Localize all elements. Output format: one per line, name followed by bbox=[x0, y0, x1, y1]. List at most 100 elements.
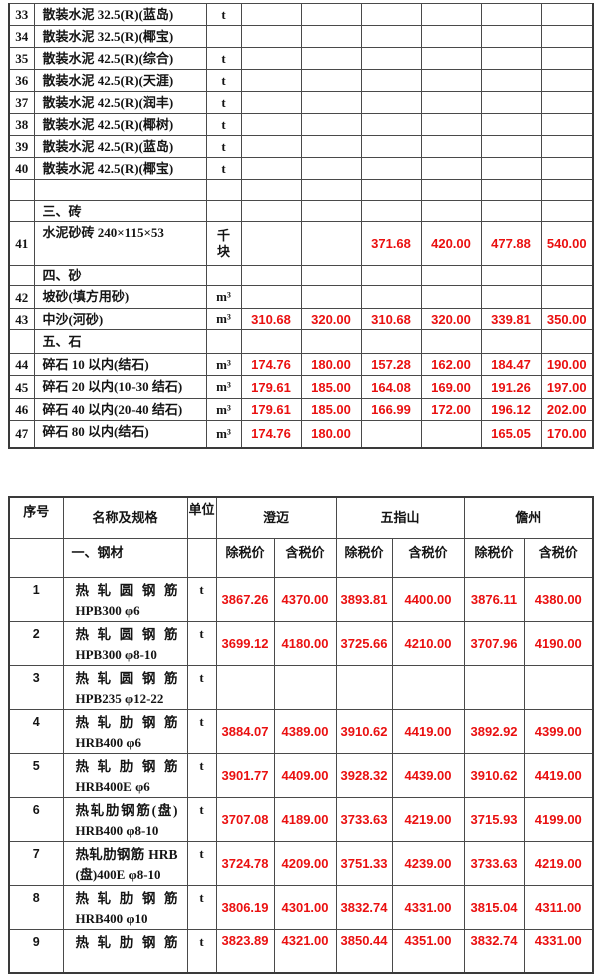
price-cell bbox=[420, 135, 482, 158]
table-row: 33 散装水泥 32.5(R)(蓝岛) t bbox=[8, 3, 594, 26]
price-cell: 4190.00 bbox=[523, 620, 594, 666]
table-row: 5 热轧肋钢筋 HRB400E φ6 t 3901.77 4409.00 3928.32 44… bbox=[8, 752, 594, 798]
price-cell: 179.61 bbox=[240, 375, 302, 399]
price-cell: 157.28 bbox=[360, 353, 422, 376]
header-price-inctax: 含税价 bbox=[391, 537, 465, 578]
table-row: 35 散装水泥 42.5(R)(综合) t bbox=[8, 47, 594, 70]
item-name-cell: 热轧肋钢筋 HRB (盘)400E φ8-10 bbox=[62, 840, 188, 886]
empty-cell bbox=[33, 179, 207, 201]
item-spec-line2: HRB400 φ10 bbox=[75, 910, 148, 926]
price-cell: 4311.00 bbox=[523, 884, 594, 930]
price-cell bbox=[300, 69, 362, 92]
item-name-line1: 热轧圆钢筋 bbox=[75, 582, 178, 598]
price-cell: 477.88 bbox=[480, 221, 542, 266]
price-cell: 4331.00 bbox=[523, 928, 594, 974]
price-cell bbox=[420, 285, 482, 309]
price-cell: 4399.00 bbox=[523, 708, 594, 754]
empty-cell bbox=[8, 179, 35, 201]
unit-cell: t bbox=[186, 576, 217, 622]
table-row: 45 碎石 20 以内(10-30 结石) m³ 179.61 185.00 164.08… bbox=[8, 375, 594, 399]
empty-cell bbox=[420, 200, 482, 222]
price-cell bbox=[540, 113, 594, 136]
item-name-cell: 热轧肋钢筋 HRB400 φ10 bbox=[62, 884, 188, 930]
price-cell bbox=[360, 135, 422, 158]
price-cell bbox=[420, 3, 482, 26]
empty-cell bbox=[480, 265, 542, 286]
price-cell bbox=[540, 285, 594, 309]
item-name-cell: 散装水泥 32.5(R)(蓝岛) bbox=[33, 3, 207, 26]
price-cell bbox=[240, 135, 302, 158]
unit-cell: t bbox=[186, 664, 217, 710]
table-row: 2 热轧圆钢筋 HPB300 φ8-10 t 3699.12 4180.00 3725.66… bbox=[8, 620, 594, 666]
price-cell: 162.00 bbox=[420, 353, 482, 376]
price-cell bbox=[480, 47, 542, 70]
price-cell: 4439.00 bbox=[391, 752, 465, 798]
table-row: 41 水泥砂砖 240×115×53 千块 371.68 420.00 477.88 540… bbox=[8, 221, 594, 266]
price-cell bbox=[240, 47, 302, 70]
serial-cell: 3 bbox=[8, 664, 64, 710]
unit-cell: t bbox=[205, 113, 242, 136]
price-cell: 3832.74 bbox=[335, 884, 393, 930]
serial-cell: 1 bbox=[8, 576, 64, 622]
price-cell bbox=[300, 285, 362, 309]
price-cell bbox=[360, 91, 422, 114]
table-row: 4 热轧肋钢筋 HRB400 φ6 t 3884.07 4389.00 3910.62 441… bbox=[8, 708, 594, 754]
section-title: 五、石 bbox=[33, 329, 207, 354]
item-name-cell: 碎石 10 以内(结石) bbox=[33, 353, 207, 376]
header-unit: 单位 bbox=[186, 496, 217, 539]
item-name-cell: 散装水泥 42.5(R)(蓝岛) bbox=[33, 135, 207, 158]
price-cell: 310.68 bbox=[360, 308, 422, 330]
empty-cell bbox=[540, 179, 594, 201]
price-cell: 4370.00 bbox=[273, 576, 337, 622]
item-name-cell: 散装水泥 42.5(R)(天涯) bbox=[33, 69, 207, 92]
empty-cell bbox=[205, 265, 242, 286]
serial-cell: 41 bbox=[8, 221, 35, 266]
price-cell: 3910.62 bbox=[463, 752, 525, 798]
price-cell bbox=[240, 25, 302, 48]
price-cell: 4409.00 bbox=[273, 752, 337, 798]
item-name-cell: 热轧圆钢筋 HPB300 φ6 bbox=[62, 576, 188, 622]
price-cell: 3733.63 bbox=[463, 840, 525, 886]
unit-cell bbox=[205, 25, 242, 48]
price-cell: 3724.78 bbox=[215, 840, 275, 886]
unit-cell: m³ bbox=[205, 375, 242, 399]
price-cell bbox=[540, 69, 594, 92]
price-cell: 190.00 bbox=[540, 353, 594, 376]
serial-cell: 36 bbox=[8, 69, 35, 92]
price-cell: 3707.08 bbox=[215, 796, 275, 842]
item-name-cell: 碎石 20 以内(10-30 结石) bbox=[33, 375, 207, 399]
table-row: 39 散装水泥 42.5(R)(蓝岛) t bbox=[8, 135, 594, 158]
price-cell bbox=[420, 91, 482, 114]
unit-cell: t bbox=[205, 47, 242, 70]
empty-cell bbox=[420, 179, 482, 201]
price-cell: 3733.63 bbox=[335, 796, 393, 842]
serial-cell: 46 bbox=[8, 398, 35, 421]
item-name-cell: 中沙(河砂) bbox=[33, 308, 207, 330]
empty-cell bbox=[360, 200, 422, 222]
tax-subheader-row: 一、钢材 除税价 含税价 除税价 含税价 除税价 含税价 bbox=[8, 537, 594, 578]
price-cell bbox=[240, 157, 302, 180]
price-cell: 3892.92 bbox=[463, 708, 525, 754]
item-name-cell: 热轧肋钢筋 bbox=[62, 928, 188, 974]
price-cell bbox=[523, 664, 594, 710]
section-steel: 一、钢材 bbox=[62, 537, 188, 578]
price-cell bbox=[540, 91, 594, 114]
item-spec-line2: HRB400 φ6 bbox=[75, 734, 142, 750]
table-row: 8 热轧肋钢筋 HRB400 φ10 t 3806.19 4301.00 3832.74 43… bbox=[8, 884, 594, 930]
item-spec-line2: HPB300 φ8-10 bbox=[75, 646, 157, 662]
item-name-line1: 热轧圆钢筋 bbox=[75, 670, 178, 686]
price-cell bbox=[215, 664, 275, 710]
price-cell: 3751.33 bbox=[335, 840, 393, 886]
price-cell: 4419.00 bbox=[523, 752, 594, 798]
header-price-inctax: 含税价 bbox=[273, 537, 337, 578]
price-cell: 4219.00 bbox=[523, 840, 594, 886]
price-cell bbox=[420, 420, 482, 448]
item-name-cell: 水泥砂砖 240×115×53 bbox=[33, 221, 207, 266]
price-cell bbox=[463, 664, 525, 710]
serial-cell: 6 bbox=[8, 796, 64, 842]
city-header-row: 序号 名称及规格 单位 澄迈 五指山 儋州 bbox=[8, 496, 594, 539]
item-spec-line2: HPB235 φ12-22 bbox=[75, 690, 164, 706]
serial-cell: 43 bbox=[8, 308, 35, 330]
price-cell: 4351.00 bbox=[391, 928, 465, 974]
